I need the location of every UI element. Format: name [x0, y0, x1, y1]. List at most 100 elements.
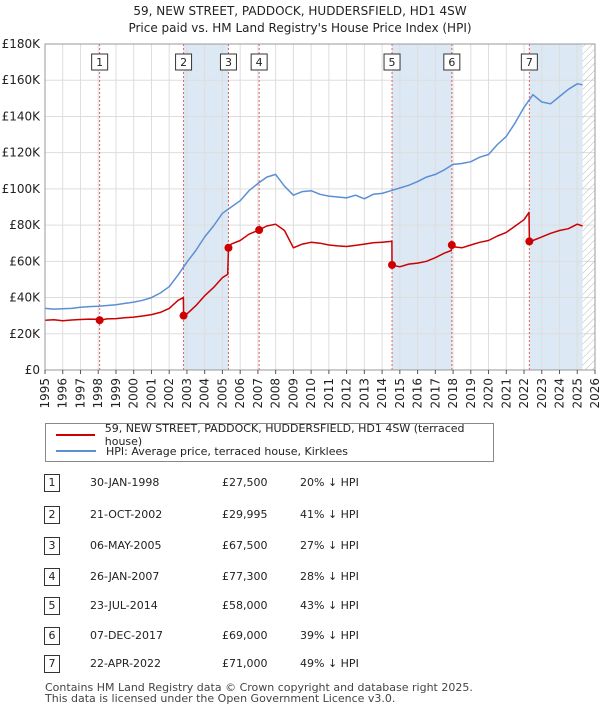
transaction-row: 6 07-DEC-2017 £69,000 39% ↓ HPI — [0, 626, 600, 646]
legend-item-hpi: HPI: Average price, terraced house, Kirk… — [46, 443, 348, 459]
transaction-row: 7 22-APR-2022 £71,000 49% ↓ HPI — [0, 654, 600, 674]
transaction-date: 30-JAN-1998 — [90, 476, 160, 489]
legend-label-property: 59, NEW STREET, PADDOCK, HUDDERSFIELD, H… — [104, 422, 465, 448]
y-tick-label: £20K — [9, 327, 41, 341]
x-tick-label: 2000 — [127, 378, 141, 409]
transaction-hpi-diff: 41% ↓ HPI — [300, 508, 359, 521]
footer: Contains HM Land Registry data © Crown c… — [45, 682, 473, 704]
transaction-hpi-diff: 39% ↓ HPI — [300, 629, 359, 642]
transaction-point — [447, 241, 456, 250]
transaction-row: 5 23-JUL-2014 £58,000 43% ↓ HPI — [0, 596, 600, 616]
x-tick-label: 2025 — [570, 378, 584, 409]
x-tick-label: 2016 — [411, 378, 425, 409]
x-tick-label: 2004 — [198, 378, 212, 409]
transaction-marker-label: 4 — [256, 56, 263, 69]
chart-subtitle: Price paid vs. HM Land Registry's House … — [128, 21, 471, 35]
legend-swatch-property — [56, 434, 95, 436]
legend: 59, NEW STREET, PADDOCK, HUDDERSFIELD, H… — [45, 422, 494, 462]
transaction-marker-box — [219, 53, 237, 71]
x-tick-label: 2009 — [286, 378, 300, 409]
transaction-price: £69,000 — [222, 629, 268, 642]
x-tick-label: 2002 — [162, 378, 176, 409]
y-tick-label: £120K — [2, 146, 42, 160]
transaction-number: 7 — [44, 655, 60, 673]
y-tick-label: £160K — [2, 73, 42, 87]
x-tick-label: 1998 — [91, 378, 105, 409]
x-tick-label: 2011 — [322, 378, 336, 409]
x-tick-label: 1997 — [73, 378, 87, 409]
legend-label-hpi: HPI: Average price, terraced house, Kirk… — [106, 444, 349, 458]
transaction-date: 21-OCT-2002 — [90, 508, 163, 521]
transaction-point — [179, 311, 188, 320]
transaction-point — [224, 243, 233, 252]
footer-copyright: Contains HM Land Registry data © Crown c… — [45, 681, 473, 694]
x-tick-label: 2010 — [304, 378, 318, 409]
transaction-hpi-diff: 28% ↓ HPI — [300, 570, 359, 583]
chart-title: 59, NEW STREET, PADDOCK, HUDDERSFIELD, H… — [133, 4, 466, 18]
transaction-row: 4 26-JAN-2007 £77,300 28% ↓ HPI — [0, 567, 600, 587]
transaction-number: 6 — [44, 627, 60, 645]
transaction-point — [255, 226, 264, 235]
y-tick-label: £180K — [2, 37, 42, 51]
transaction-marker-label: 6 — [448, 56, 455, 69]
x-tick-label: 2020 — [482, 378, 496, 409]
x-tick-label: 1996 — [56, 378, 70, 409]
transaction-date: 22-APR-2022 — [90, 657, 162, 670]
x-tick-label: 2015 — [393, 378, 407, 409]
transaction-marker-box — [175, 53, 193, 71]
x-tick-label: 2012 — [340, 378, 354, 409]
transaction-marker-box — [91, 53, 109, 71]
future-hatch-region — [582, 44, 595, 370]
y-tick-label: £80K — [9, 218, 41, 232]
transaction-marker-box — [443, 53, 461, 71]
property-price-line — [45, 211, 583, 322]
transaction-marker-label: 2 — [180, 56, 187, 69]
legend-swatch-hpi — [56, 450, 96, 452]
x-tick-label: 1995 — [38, 378, 52, 409]
transaction-point — [388, 260, 397, 269]
shaded-period — [183, 44, 229, 370]
transaction-price: £27,500 — [222, 476, 268, 489]
transaction-marker-box — [383, 53, 401, 71]
transaction-date: 23-JUL-2014 — [90, 599, 158, 612]
transaction-number: 1 — [44, 474, 60, 492]
x-tick-label: 2013 — [357, 378, 371, 409]
transaction-row: 3 06-MAY-2005 £67,500 27% ↓ HPI — [0, 536, 600, 556]
x-tick-label: 2018 — [446, 378, 460, 409]
transaction-price: £58,000 — [222, 599, 268, 612]
transaction-marker-label: 1 — [96, 56, 103, 69]
x-tick-label: 2024 — [553, 378, 567, 409]
transaction-marker-label: 7 — [526, 56, 533, 69]
x-tick-label: 2005 — [215, 378, 229, 409]
transaction-marker-box — [250, 53, 268, 71]
transaction-date: 06-MAY-2005 — [90, 539, 162, 552]
transaction-point — [95, 316, 104, 325]
transaction-price: £29,995 — [222, 508, 268, 521]
x-tick-label: 1999 — [109, 378, 123, 409]
transaction-price: £71,000 — [222, 657, 268, 670]
x-tick-label: 2019 — [464, 378, 478, 409]
transaction-hpi-diff: 43% ↓ HPI — [300, 599, 359, 612]
hpi-line — [45, 83, 583, 310]
transaction-marker-box — [520, 53, 538, 71]
y-tick-label: £140K — [2, 109, 42, 123]
x-tick-label: 2003 — [180, 378, 194, 409]
y-tick-label: £40K — [9, 291, 41, 305]
transaction-number: 2 — [44, 506, 60, 524]
x-tick-label: 2007 — [251, 378, 265, 409]
transaction-date: 07-DEC-2017 — [90, 629, 164, 642]
x-tick-label: 2001 — [144, 378, 158, 409]
y-tick-label: £60K — [9, 254, 41, 268]
transaction-number: 4 — [44, 568, 60, 586]
x-tick-label: 2014 — [375, 378, 389, 409]
transaction-row: 1 30-JAN-1998 £27,500 20% ↓ HPI — [0, 473, 600, 493]
legend-item-property: 59, NEW STREET, PADDOCK, HUDDERSFIELD, H… — [46, 422, 493, 448]
transaction-date: 26-JAN-2007 — [90, 570, 160, 583]
transaction-marker-label: 3 — [225, 56, 232, 69]
x-tick-label: 2026 — [588, 378, 600, 409]
x-tick-label: 2008 — [269, 378, 283, 409]
x-tick-label: 2023 — [535, 378, 549, 409]
transaction-marker-label: 5 — [389, 56, 396, 69]
y-tick-label: £100K — [2, 182, 42, 196]
x-tick-label: 2022 — [517, 378, 531, 409]
